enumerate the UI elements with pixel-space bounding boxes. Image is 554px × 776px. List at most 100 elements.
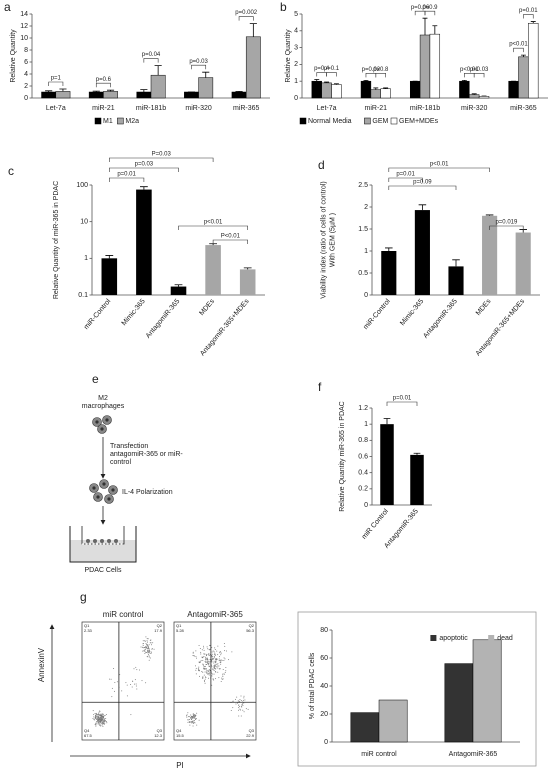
event-dot xyxy=(204,671,206,673)
event-dot xyxy=(225,670,227,672)
event-dot xyxy=(192,651,194,653)
event-dot xyxy=(212,669,214,671)
event-dot xyxy=(219,668,221,670)
event-dot xyxy=(102,715,104,717)
event-dot xyxy=(206,671,208,673)
event-dot xyxy=(213,679,215,681)
event-dot xyxy=(231,651,233,653)
error-bar xyxy=(432,25,438,35)
event-dot xyxy=(217,667,219,669)
event-dot xyxy=(134,679,136,681)
bar xyxy=(101,258,118,295)
y-tick-label: 100 xyxy=(76,182,88,189)
bar xyxy=(231,91,247,99)
bar xyxy=(518,56,529,99)
quadrant-name: Q4 xyxy=(176,728,182,733)
event-dot xyxy=(225,667,227,669)
p-value: P<0.01 xyxy=(221,234,241,240)
event-dot xyxy=(218,660,220,662)
event-dot xyxy=(98,723,100,725)
event-dot xyxy=(192,652,194,654)
event-dot xyxy=(135,685,137,687)
event-dot xyxy=(148,650,150,652)
error-bar xyxy=(249,23,257,37)
event-dot xyxy=(194,714,196,716)
event-dot xyxy=(94,724,96,726)
event-dot xyxy=(203,674,205,676)
error-bar xyxy=(314,79,320,82)
event-dot xyxy=(99,714,101,716)
y-tick-label: 0 xyxy=(294,95,298,102)
event-dot xyxy=(192,722,194,724)
significance-bracket xyxy=(386,401,418,406)
bar xyxy=(478,96,490,99)
event-dot xyxy=(213,668,215,670)
significance-bracket xyxy=(95,82,111,88)
bar xyxy=(150,74,166,99)
event-dot xyxy=(187,719,189,721)
event-dot xyxy=(191,716,193,718)
event-dot xyxy=(220,663,222,665)
event-dot xyxy=(218,665,220,667)
bar xyxy=(239,269,256,295)
event-dot xyxy=(191,718,193,720)
event-dot xyxy=(186,716,188,718)
event-dot xyxy=(119,674,121,676)
event-dot xyxy=(93,714,95,716)
error-bar xyxy=(324,81,330,83)
y-tick-label: 2.5 xyxy=(358,182,368,189)
quadrant-name: Q3 xyxy=(157,728,163,733)
significance-bracket xyxy=(109,167,179,172)
event-dot xyxy=(201,671,203,673)
event-dot xyxy=(216,659,218,661)
event-dot xyxy=(149,651,151,653)
x-tick-label: Let-7a xyxy=(317,105,337,112)
event-dot xyxy=(195,669,197,671)
event-dot xyxy=(105,718,107,720)
significance-bracket xyxy=(375,73,386,78)
event-dot xyxy=(192,713,194,715)
event-dot xyxy=(222,676,224,678)
event-dot xyxy=(95,722,97,724)
event-dot xyxy=(247,708,249,710)
event-dot xyxy=(100,715,102,717)
event-dot xyxy=(206,672,208,674)
event-dot xyxy=(212,668,214,670)
significance-bracket xyxy=(48,81,64,86)
event-dot xyxy=(147,650,149,652)
event-dot xyxy=(224,645,226,647)
event-dot xyxy=(199,675,201,677)
error-bar xyxy=(530,21,536,24)
error-bar xyxy=(333,83,339,85)
p-value: p=0.01 xyxy=(519,8,538,14)
event-dot xyxy=(237,700,239,702)
significance-bracket xyxy=(388,167,490,172)
event-dot xyxy=(220,660,222,662)
y-tick-label: 0 xyxy=(324,739,328,746)
event-dot xyxy=(189,719,191,721)
event-dot xyxy=(189,721,191,723)
event-dot xyxy=(143,647,145,649)
flow-x-label: PI xyxy=(176,761,184,770)
event-dot xyxy=(131,686,133,688)
y-tick-label: 1 xyxy=(84,255,88,262)
event-dot xyxy=(205,658,207,660)
event-dot xyxy=(205,663,207,665)
bar xyxy=(508,80,519,99)
p-value: p=0.01 xyxy=(396,172,415,178)
event-dot xyxy=(198,719,200,721)
event-dot xyxy=(195,715,197,717)
event-dot xyxy=(216,663,218,665)
legend-swatch xyxy=(390,117,398,125)
p-value: p=0.03 xyxy=(189,59,208,65)
event-dot xyxy=(218,656,220,658)
event-dot xyxy=(147,654,149,656)
event-dot xyxy=(239,709,241,711)
event-dot xyxy=(206,670,208,672)
event-dot xyxy=(218,677,220,679)
y-tick-label: 80 xyxy=(320,627,328,634)
y-tick-label: 0 xyxy=(364,502,368,509)
event-dot xyxy=(211,651,213,653)
p-value: p<0.01 xyxy=(460,67,479,73)
event-dot xyxy=(212,650,214,652)
